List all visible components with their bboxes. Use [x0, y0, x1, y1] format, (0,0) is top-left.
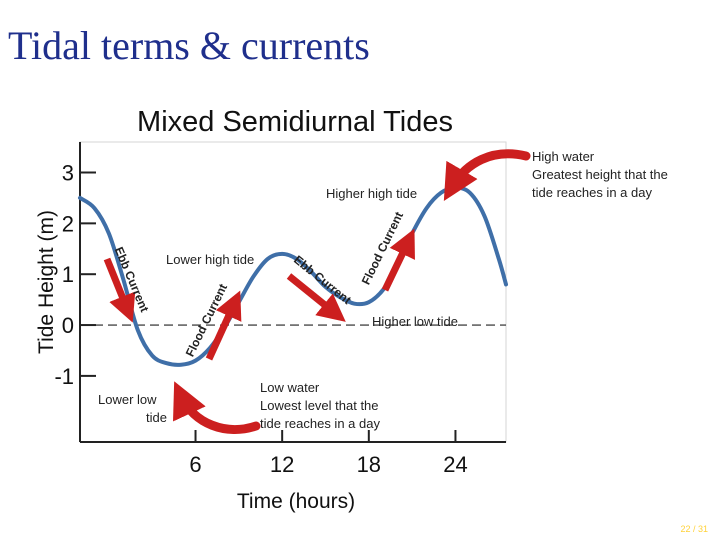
low-water-desc-line2: tide reaches in a day — [260, 416, 380, 431]
low-water-arrow — [173, 381, 261, 434]
chart-title: Mixed Semidiurnal Tides — [137, 106, 453, 138]
flood-current-arrow-1 — [205, 290, 242, 361]
flood-current-arrow-2 — [381, 228, 415, 292]
x-tick-label: 24 — [443, 452, 467, 477]
tide-curve — [78, 185, 508, 367]
x-axis-label: Time (hours) — [237, 490, 355, 513]
y-tick-label: 0 — [62, 313, 74, 338]
higher-low-tide-label: Higher low tide — [372, 314, 458, 329]
x-tick-label: 18 — [357, 452, 381, 477]
x-tick-label: 12 — [270, 452, 294, 477]
y-tick-label: -1 — [54, 364, 74, 389]
high-water-desc-line1: Greatest height that the — [532, 167, 668, 182]
y-ticks: -1 0 1 2 3 — [54, 161, 96, 389]
y-tick-label: 3 — [62, 161, 74, 186]
low-water-desc-line1: Lowest level that the — [260, 398, 379, 413]
y-tick-label: 1 — [62, 262, 74, 287]
higher-high-tide-label: Higher high tide — [326, 186, 417, 201]
y-tick-label: 2 — [62, 211, 74, 236]
flood-current-label-2: Flood Current — [359, 210, 406, 287]
lower-high-tide-label: Lower high tide — [166, 252, 254, 267]
lower-low-tide-label-line2: tide — [146, 410, 167, 425]
ebb-current-arrow-2 — [286, 273, 346, 322]
high-water-desc-line2: tide reaches in a day — [532, 185, 652, 200]
ebb-current-arrow-1 — [103, 257, 136, 323]
slide-title: Tidal terms & currents — [8, 23, 370, 68]
low-water-title: Low water — [260, 380, 320, 395]
high-water-arrow — [443, 149, 531, 201]
lower-low-tide-label-line1: Lower low — [98, 392, 157, 407]
high-water-title: High water — [532, 149, 595, 164]
page-number: 22 / 31 — [680, 524, 708, 534]
y-axis-label: Tide Height (m) — [35, 210, 58, 354]
x-ticks: 6 12 18 24 — [189, 430, 468, 477]
x-tick-label: 6 — [189, 452, 201, 477]
